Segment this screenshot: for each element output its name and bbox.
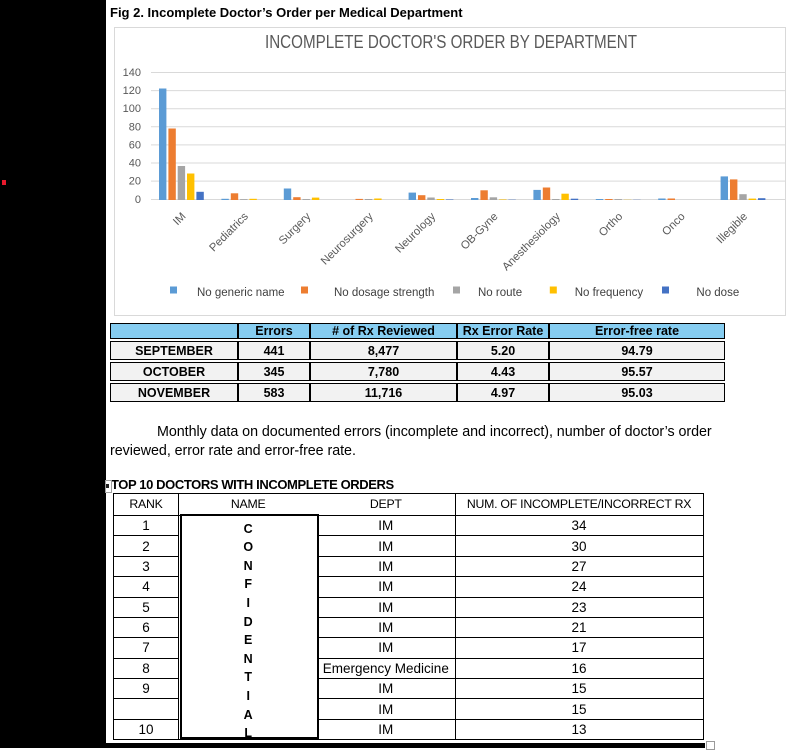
svg-text:Onco: Onco: [660, 211, 688, 239]
svg-text:No dosage strength: No dosage strength: [334, 287, 434, 299]
svg-text:No dose: No dose: [696, 287, 739, 299]
svg-text:140: 140: [123, 67, 141, 79]
svg-text:No generic name: No generic name: [197, 287, 285, 299]
svg-text:120: 120: [123, 85, 141, 97]
svg-text:IM: IM: [171, 211, 188, 228]
svg-text:No frequency: No frequency: [575, 287, 644, 299]
svg-text:40: 40: [129, 158, 141, 170]
svg-text:Neurosurgery: Neurosurgery: [319, 210, 376, 267]
svg-text:No route: No route: [478, 287, 522, 299]
svg-text:80: 80: [129, 121, 141, 133]
svg-text:Ortho: Ortho: [597, 211, 625, 239]
svg-text:20: 20: [129, 176, 141, 188]
svg-text:OB-Gyne: OB-Gyne: [459, 211, 501, 253]
svg-text:Anesthesiology: Anesthesiology: [500, 210, 563, 273]
svg-text:Pediatrics: Pediatrics: [207, 210, 251, 254]
svg-text:Illegible: Illegible: [715, 211, 751, 247]
svg-text:60: 60: [129, 139, 141, 151]
svg-text:0: 0: [135, 194, 141, 206]
svg-text:INCOMPLETE DOCTOR'S ORDER BY D: INCOMPLETE DOCTOR'S ORDER BY DEPARTMENT: [265, 31, 637, 52]
svg-text:Neurology: Neurology: [393, 210, 438, 255]
svg-text:Surgery: Surgery: [277, 210, 314, 247]
svg-text:100: 100: [123, 103, 141, 115]
